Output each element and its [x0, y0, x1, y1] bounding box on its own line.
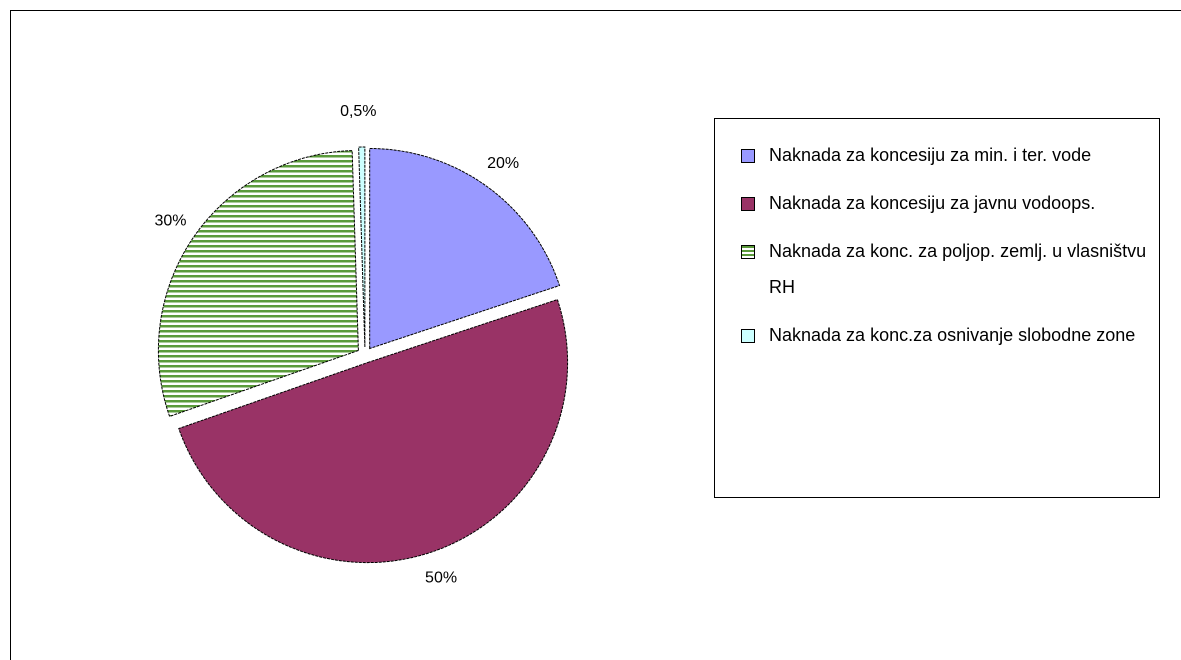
chart-frame: [10, 10, 1181, 660]
data-label: 50%: [425, 570, 457, 587]
legend-label: Naknada za konc. za poljop. zemlj. u vla…: [769, 241, 1147, 297]
legend-item: Naknada za koncesiju za javnu vodoops.: [739, 185, 1149, 221]
legend-swatch: [741, 329, 755, 343]
legend-item: Naknada za koncesiju za min. i ter. vode: [739, 137, 1149, 173]
data-label: 30%: [154, 213, 186, 230]
legend-swatch: [741, 197, 755, 211]
legend-item: Naknada za konc.za osnivanje slobodne zo…: [739, 317, 1149, 353]
legend-label: Naknada za koncesiju za min. i ter. vode: [769, 145, 1092, 165]
legend-swatch: [741, 149, 755, 163]
pie-slice: [369, 148, 561, 350]
legend-swatch: [741, 245, 755, 259]
legend: Naknada za koncesiju za min. i ter. vode…: [714, 118, 1160, 498]
data-label: 20%: [487, 155, 519, 172]
pie-slice: [157, 150, 359, 418]
pie-slice: [358, 146, 366, 348]
pie-slice: [178, 298, 569, 564]
legend-label: Naknada za koncesiju za javnu vodoops.: [769, 193, 1096, 213]
legend-label: Naknada za konc.za osnivanje slobodne zo…: [769, 325, 1136, 345]
legend-item: Naknada za konc. za poljop. zemlj. u vla…: [739, 233, 1149, 305]
data-label: 0,5%: [340, 103, 376, 120]
